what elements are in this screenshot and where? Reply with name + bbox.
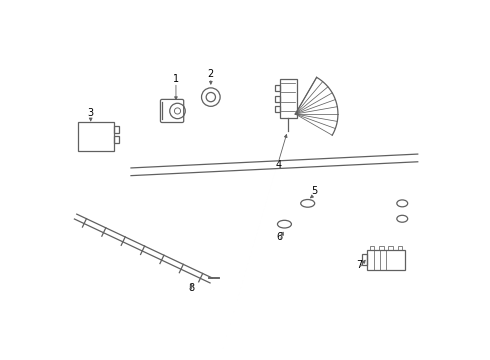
- Ellipse shape: [277, 220, 292, 228]
- Bar: [280, 80, 297, 118]
- Bar: [275, 85, 280, 91]
- Bar: [379, 247, 384, 249]
- Text: 3: 3: [88, 108, 94, 118]
- Bar: [362, 254, 368, 265]
- Ellipse shape: [301, 199, 315, 207]
- Bar: [388, 247, 393, 249]
- Ellipse shape: [397, 215, 408, 222]
- Bar: [275, 95, 280, 102]
- Bar: [368, 249, 405, 270]
- Text: 4: 4: [275, 160, 281, 170]
- Bar: [397, 247, 402, 249]
- Text: 5: 5: [311, 186, 317, 196]
- Bar: [114, 126, 119, 133]
- Bar: [78, 122, 114, 151]
- Bar: [369, 247, 374, 249]
- Text: 6: 6: [277, 232, 283, 242]
- Text: 1: 1: [173, 73, 179, 84]
- Bar: [275, 106, 280, 112]
- Text: 8: 8: [188, 283, 195, 293]
- Text: 7: 7: [356, 260, 362, 270]
- Bar: [114, 136, 119, 143]
- Text: 2: 2: [208, 69, 214, 79]
- Ellipse shape: [397, 200, 408, 207]
